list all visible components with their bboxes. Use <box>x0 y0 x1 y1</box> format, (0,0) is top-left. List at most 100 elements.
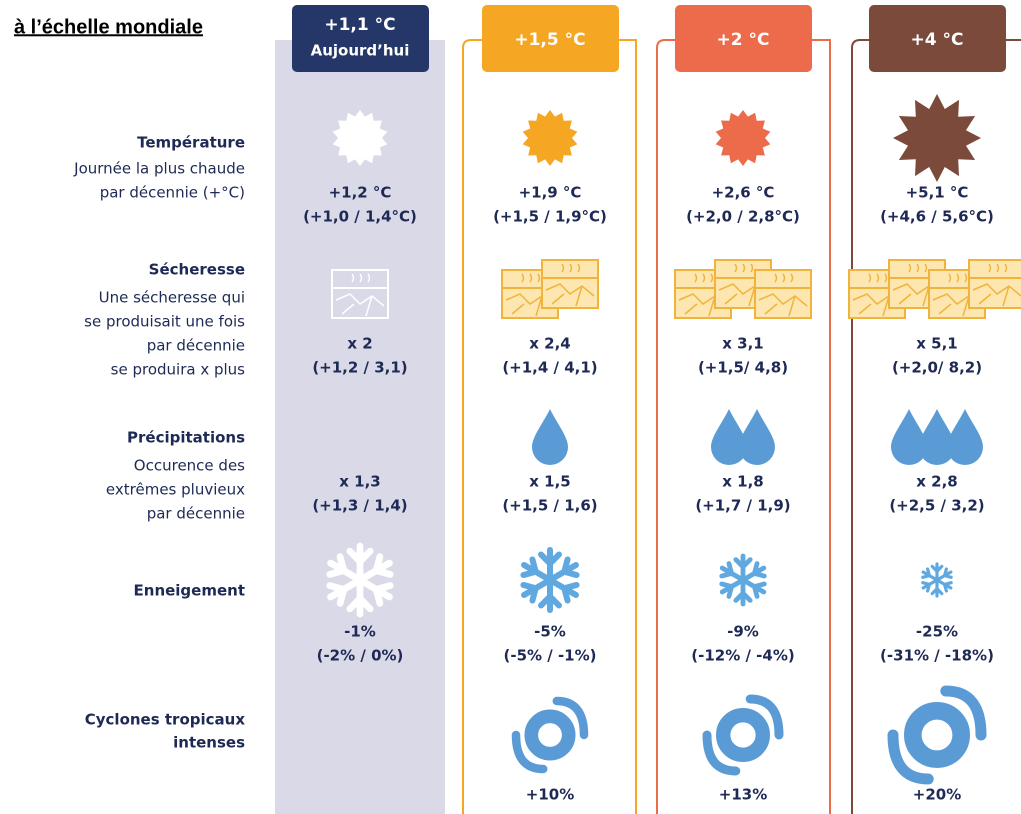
snow-arm <box>733 553 753 583</box>
drought-heat <box>521 273 541 283</box>
value: (-2% / 0%) <box>317 647 404 665</box>
value: x 1,8 <box>722 473 763 491</box>
snow-arm <box>346 576 374 618</box>
value: -1% <box>344 623 376 641</box>
drought-heat <box>774 273 794 283</box>
snow-arm <box>356 576 394 607</box>
column-border <box>656 39 831 814</box>
cyclone-arm <box>702 730 741 776</box>
row-title: Température <box>137 134 245 152</box>
snow-branch <box>520 556 553 583</box>
snow-arm <box>930 578 944 598</box>
drought-heat <box>351 273 371 283</box>
value: x 5,1 <box>916 335 957 353</box>
drought-heat <box>694 273 714 283</box>
drought-box <box>541 259 599 309</box>
icon <box>891 409 983 465</box>
value: x 3,1 <box>722 335 763 353</box>
value: (+2,5 / 3,2) <box>889 497 984 515</box>
drought-box <box>754 269 812 319</box>
snow-branch <box>719 561 746 583</box>
icon <box>520 547 580 613</box>
value: -5% <box>534 623 566 641</box>
drought-crack <box>758 293 808 317</box>
snow-branch <box>538 577 562 613</box>
header-box <box>869 5 1006 72</box>
row-title: Cyclones tropicaux <box>85 711 246 729</box>
icon <box>848 259 1021 319</box>
value: (-12% / -4%) <box>691 647 794 665</box>
cyclone-arm <box>745 694 784 740</box>
drought-box <box>331 269 389 319</box>
value: (+1,0 / 1,4°C) <box>303 208 417 226</box>
snow-branch <box>520 577 553 604</box>
row-title: intenses <box>173 734 245 752</box>
drought <box>331 269 389 319</box>
value: x 2 <box>347 335 372 353</box>
value: (+1,2 / 3,1) <box>312 359 407 377</box>
snow-branch <box>733 577 753 607</box>
snow-branch <box>356 576 394 607</box>
value: (+1,5 / 1,9°C) <box>493 208 607 226</box>
icon <box>331 269 389 319</box>
icon <box>511 696 589 774</box>
snow-branch <box>921 567 939 582</box>
drop <box>532 409 568 465</box>
snow-branch <box>326 576 364 607</box>
snow-arm <box>520 556 553 583</box>
snow-branch <box>740 561 767 583</box>
row-description: Une sécheresse qui <box>99 289 245 307</box>
icon <box>332 110 388 166</box>
icon <box>326 542 394 618</box>
value: +5,1 °C <box>906 184 969 202</box>
icon <box>711 409 775 465</box>
value: x 1,5 <box>529 473 570 491</box>
snow-branch <box>719 577 746 599</box>
drought-heat <box>868 273 888 283</box>
cyclone-arm <box>552 696 589 740</box>
snow-branch <box>538 547 562 583</box>
value: -25% <box>916 623 958 641</box>
cyclone-ring <box>716 708 770 762</box>
snow-branch <box>547 577 580 604</box>
snow-branch <box>346 576 374 618</box>
value: x 2,8 <box>916 473 957 491</box>
snow-branch <box>935 567 953 582</box>
drought <box>754 269 812 319</box>
snow-branch <box>930 562 944 582</box>
drop <box>711 409 747 465</box>
value: (-31% / -18%) <box>880 647 994 665</box>
snow-arm <box>520 577 553 604</box>
snow-arm <box>921 567 939 582</box>
snow-arm <box>733 577 753 607</box>
drought-crack <box>545 283 595 307</box>
icon <box>715 110 771 166</box>
drought-box <box>968 259 1021 309</box>
drop <box>947 409 983 465</box>
value: -9% <box>727 623 759 641</box>
row-description: se produira x plus <box>111 361 246 379</box>
value: (+1,5/ 4,8) <box>698 359 788 377</box>
sun <box>332 110 388 166</box>
cyclone-ring <box>524 709 576 761</box>
cyclone-arm <box>511 730 548 774</box>
sun <box>522 110 578 166</box>
value: +1,2 °C <box>329 184 392 202</box>
snow-branch <box>356 553 394 584</box>
drought-heat <box>988 263 1008 273</box>
header-label: +1,1 °C <box>324 15 395 35</box>
value: (+2,0/ 8,2) <box>892 359 982 377</box>
cyclone-ring <box>903 701 971 769</box>
row-title: Précipitations <box>127 429 245 447</box>
column-border <box>462 39 637 814</box>
snow-branch <box>935 578 953 593</box>
value: (+2,0 / 2,8°C) <box>686 208 800 226</box>
column-bg <box>275 40 445 814</box>
header-label: +1,5 °C <box>514 30 585 50</box>
header-label: +4 °C <box>911 30 964 50</box>
value: x 1,3 <box>339 473 380 491</box>
cyclone-arm <box>887 729 934 785</box>
snow-arm <box>538 547 562 583</box>
snow-arm <box>930 562 944 582</box>
snow-arm <box>538 577 562 613</box>
